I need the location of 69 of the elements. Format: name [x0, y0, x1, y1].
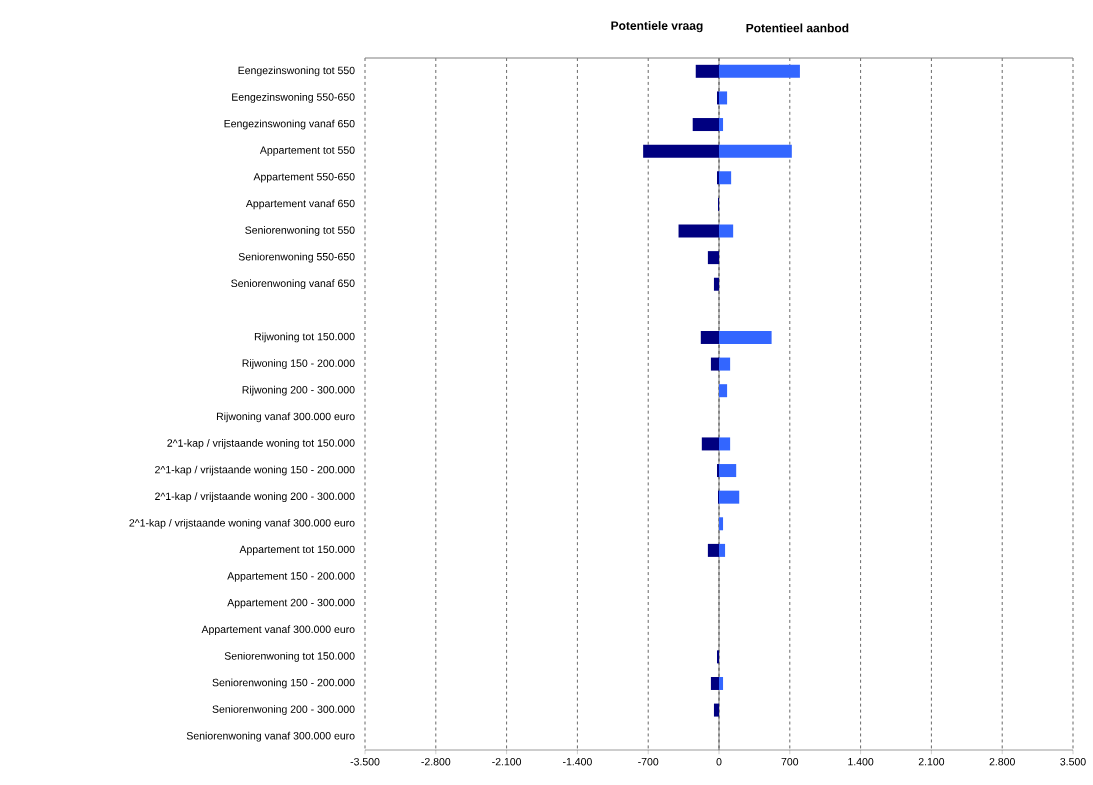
bar [716, 650, 719, 664]
x-tick-label: -700 [638, 757, 659, 766]
bar [716, 464, 719, 478]
y-tick-label: Rijwoning 200 - 300.000 [242, 385, 355, 396]
bar [710, 676, 719, 690]
y-tick-label: 2^1-kap / vrijstaande woning 150 - 200.000 [155, 465, 355, 476]
bar [643, 144, 719, 158]
y-tick-label: Seniorenwoning 550-650 [238, 252, 355, 263]
y-tick-label: 2^1-kap / vrijstaande woning 200 - 300.000 [155, 492, 355, 503]
x-tick-label: 1.400 [848, 757, 874, 766]
x-tick-label: 0 [716, 757, 722, 766]
text: Potentieel aanbod [746, 23, 849, 33]
y-tick-label: Rijwoning vanaf 300.000 euro [216, 412, 355, 423]
bar [719, 118, 724, 132]
bar [719, 357, 731, 371]
bar [719, 91, 728, 105]
x-tick-label: -3.500 [350, 757, 380, 766]
y-tick-label: Seniorenwoning vanaf 650 [231, 279, 355, 290]
y-tick-label: Appartement vanaf 650 [245, 199, 355, 210]
y-tick-label: Rijwoning 150 - 200.000 [242, 359, 355, 369]
y-tick-label: Appartement tot 150.000 [239, 545, 355, 556]
y-tick-label: Eengezinswoning 550-650 [232, 93, 355, 103]
bar [707, 251, 719, 265]
y-tick-label: 2^1-kap / vrijstaande woning tot 150.000 [167, 439, 355, 449]
y-tick-label: Appartement tot 550 [259, 146, 355, 156]
bar [678, 224, 719, 238]
bar [719, 676, 724, 690]
y-tick-label: Appartement 150 - 200.000 [227, 572, 355, 582]
y-tick-label: Rijwoning tot 150.000 [254, 332, 355, 343]
bar [719, 543, 726, 557]
bar [713, 277, 719, 291]
bar [719, 171, 732, 185]
x-tick-label: -2.100 [492, 757, 522, 766]
bar [719, 224, 734, 238]
bar [719, 490, 740, 504]
x-tick-label: 700 [781, 757, 799, 766]
y-tick-label: Seniorenwoning tot 150.000 [224, 651, 355, 662]
text: Potentiele vraag [611, 21, 703, 33]
y-tick-label: Seniorenwoning 200 - 300.000 [212, 705, 355, 715]
bar [716, 171, 719, 185]
bar [719, 144, 792, 158]
x-tick-label: 2.800 [989, 757, 1015, 766]
bar [719, 64, 800, 78]
y-tick-label: Seniorenwoning tot 550 [245, 226, 355, 236]
y-tick-label: Appartement vanaf 300.000 euro [201, 625, 355, 636]
x-tick-label: -2.800 [421, 757, 451, 766]
bar [719, 517, 724, 531]
y-tick-label: Appartement 200 - 300.000 [227, 598, 355, 609]
bar [701, 437, 719, 451]
x-tick-label: -1.400 [562, 757, 592, 766]
bar [692, 118, 719, 132]
y-tick-label: Eengezinswoning vanaf 650 [224, 119, 355, 130]
y-tick-label: Appartement 550-650 [253, 173, 355, 183]
bar [719, 464, 737, 478]
bar [700, 330, 719, 344]
y-tick-label: 2^1-kap / vrijstaande woning vanaf 300.000 euro [129, 518, 355, 529]
y-tick-label: Seniorenwoning 150 - 200.000 [212, 678, 355, 689]
bar [716, 91, 719, 105]
y-tick-label: Eengezinswoning tot 550 [238, 66, 355, 77]
y-tick-label: Seniorenwoning vanaf 300.000 euro [186, 731, 355, 742]
x-tick-label: 2.100 [918, 757, 945, 766]
bar [710, 357, 719, 371]
bar [719, 437, 731, 451]
bar [695, 64, 719, 78]
x-tick-label: 3.500 [1060, 757, 1086, 766]
bar [707, 543, 719, 557]
bar [713, 703, 719, 717]
bar [719, 330, 772, 344]
bar [719, 384, 728, 398]
